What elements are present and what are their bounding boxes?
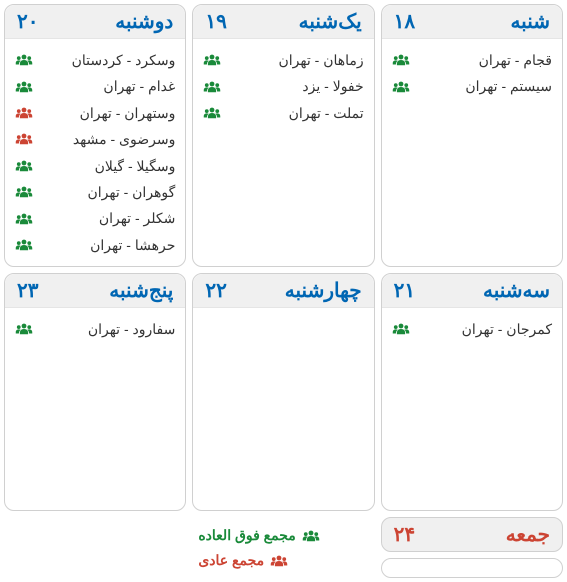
- day-name: جمعه: [506, 522, 550, 547]
- event-row[interactable]: وسگیلا - گیلان: [15, 153, 175, 179]
- day-name: شنبه: [510, 9, 550, 34]
- day-cell-3[interactable]: سه‌شنبه ۲۱کمرجان - تهران: [381, 273, 563, 511]
- event-label: گوهران - تهران: [39, 181, 175, 203]
- people-icon: [15, 159, 33, 173]
- day-cell-1[interactable]: یک‌شنبه ۱۹زماهان - تهران خفولا - یزد تملت -…: [192, 4, 374, 267]
- day-header: شنبه ۱۸: [382, 5, 562, 39]
- friday-body: [381, 558, 563, 578]
- day-header: سه‌شنبه ۲۱: [382, 274, 562, 308]
- event-label: وسرضوی - مشهد: [39, 128, 175, 150]
- event-label: تملت - تهران: [227, 102, 363, 124]
- event-label: شکلر - تهران: [39, 207, 175, 229]
- event-label: سفارود - تهران: [39, 318, 175, 340]
- day-body: قجام - تهران سیستم - تهران: [382, 39, 562, 266]
- event-row[interactable]: شکلر - تهران: [15, 205, 175, 231]
- event-label: زماهان - تهران: [227, 49, 363, 71]
- day-name: یک‌شنبه: [299, 9, 362, 34]
- legend: مجمع فوق العاده مجمع عادی: [192, 517, 374, 578]
- legend-ordinary: مجمع عادی: [198, 552, 294, 569]
- day-name: سه‌شنبه: [483, 278, 550, 303]
- day-name: پنج‌شنبه: [109, 278, 173, 303]
- day-header: پنج‌شنبه ۲۳: [5, 274, 185, 308]
- people-icon: [392, 53, 410, 67]
- people-icon: [302, 529, 320, 543]
- day-cell-4[interactable]: چهارشنبه ۲۲: [192, 273, 374, 511]
- day-number: ۱۸: [394, 9, 415, 34]
- event-label: سیستم - تهران: [416, 75, 552, 97]
- event-label: وسگیلا - گیلان: [39, 155, 175, 177]
- friday-cell[interactable]: جمعه ۲۴: [381, 517, 563, 578]
- event-row[interactable]: وسکرد - کردستان: [15, 47, 175, 73]
- event-row[interactable]: وستهران - تهران: [15, 100, 175, 126]
- event-label: خفولا - یزد: [227, 75, 363, 97]
- event-row[interactable]: وسرضوی - مشهد: [15, 126, 175, 152]
- people-icon: [15, 106, 33, 120]
- people-icon: [15, 132, 33, 146]
- spacer: [4, 517, 186, 578]
- people-icon: [203, 53, 221, 67]
- people-icon: [15, 53, 33, 67]
- event-label: وستهران - تهران: [39, 102, 175, 124]
- people-icon: [15, 212, 33, 226]
- day-header: جمعه ۲۴: [381, 517, 563, 552]
- day-body: [193, 308, 373, 510]
- people-icon: [15, 185, 33, 199]
- people-icon: [203, 106, 221, 120]
- people-icon: [270, 554, 288, 568]
- event-row[interactable]: خفولا - یزد: [203, 73, 363, 99]
- people-icon: [15, 322, 33, 336]
- day-number: ۱۹: [205, 9, 226, 34]
- day-header: چهارشنبه ۲۲: [193, 274, 373, 308]
- day-cell-5[interactable]: پنج‌شنبه ۲۳سفارود - تهران: [4, 273, 186, 511]
- event-row[interactable]: گوهران - تهران: [15, 179, 175, 205]
- people-icon: [392, 322, 410, 336]
- event-row[interactable]: حرهشا - تهران: [15, 232, 175, 258]
- event-label: کمرجان - تهران: [416, 318, 552, 340]
- event-row[interactable]: سیستم - تهران: [392, 73, 552, 99]
- day-number: ۲۰: [17, 9, 38, 34]
- day-header: یک‌شنبه ۱۹: [193, 5, 373, 39]
- day-body: کمرجان - تهران: [382, 308, 562, 510]
- day-body: سفارود - تهران: [5, 308, 185, 510]
- day-name: چهارشنبه: [285, 278, 362, 303]
- event-label: غدام - تهران: [39, 75, 175, 97]
- people-icon: [15, 238, 33, 252]
- legend-special: مجمع فوق العاده: [198, 527, 325, 544]
- event-label: قجام - تهران: [416, 49, 552, 71]
- event-row[interactable]: غدام - تهران: [15, 73, 175, 99]
- day-cell-0[interactable]: شنبه ۱۸قجام - تهران سیستم - تهران: [381, 4, 563, 267]
- event-label: حرهشا - تهران: [39, 234, 175, 256]
- people-icon: [203, 80, 221, 94]
- event-row[interactable]: سفارود - تهران: [15, 316, 175, 342]
- day-body: وسکرد - کردستان غدام - تهران وستهران - تهر…: [5, 39, 185, 266]
- people-icon: [15, 80, 33, 94]
- day-name: دوشنبه: [115, 9, 173, 34]
- day-body: زماهان - تهران خفولا - یزد تملت - تهران: [193, 39, 373, 266]
- event-row[interactable]: تملت - تهران: [203, 100, 363, 126]
- day-cell-2[interactable]: دوشنبه ۲۰وسکرد - کردستان غدام - تهران وستهر…: [4, 4, 186, 267]
- event-row[interactable]: زماهان - تهران: [203, 47, 363, 73]
- event-label: وسکرد - کردستان: [39, 49, 175, 71]
- people-icon: [392, 80, 410, 94]
- legend-label: مجمع فوق العاده: [198, 527, 295, 544]
- day-number: ۲۲: [205, 278, 226, 303]
- day-number: ۲۳: [17, 278, 38, 303]
- day-header: دوشنبه ۲۰: [5, 5, 185, 39]
- day-number: ۲۱: [394, 278, 415, 303]
- day-number: ۲۴: [394, 522, 415, 547]
- event-row[interactable]: قجام - تهران: [392, 47, 552, 73]
- legend-label: مجمع عادی: [198, 552, 264, 569]
- event-row[interactable]: کمرجان - تهران: [392, 316, 552, 342]
